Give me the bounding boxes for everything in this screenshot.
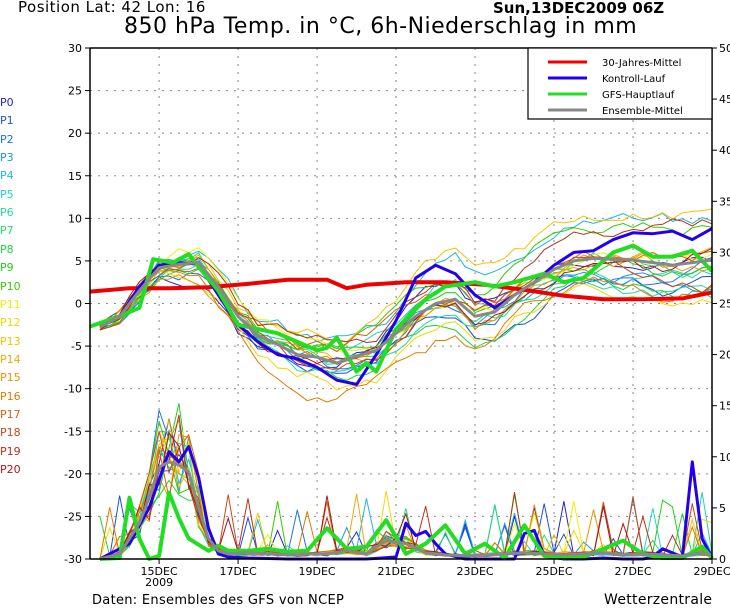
left-tick-label: 5 bbox=[75, 255, 82, 268]
member-label-p20: P20 bbox=[0, 463, 21, 476]
right-tick-label: 30 bbox=[719, 246, 730, 259]
chart-title: 850 hPa Temp. in °C, 6h-Niederschlag in … bbox=[124, 14, 638, 39]
left-tick-label: -30 bbox=[64, 553, 82, 566]
right-tick-label: 15 bbox=[719, 400, 730, 413]
left-tick-label: -25 bbox=[64, 510, 82, 523]
left-tick-label: 25 bbox=[68, 85, 82, 98]
member-temp-line-p16 bbox=[99, 270, 713, 403]
member-precip-line-p14 bbox=[99, 419, 713, 560]
x-tick-label: 23DEC bbox=[456, 565, 493, 578]
member-label-p0: P0 bbox=[0, 96, 14, 109]
left-tick-label: -5 bbox=[71, 340, 82, 353]
left-tick-label: 10 bbox=[68, 212, 82, 225]
brand-label: Wetterzentrale bbox=[604, 592, 713, 608]
left-tick-label: 30 bbox=[68, 42, 82, 55]
right-tick-label: 20 bbox=[719, 349, 730, 362]
member-label-p7: P7 bbox=[0, 224, 14, 238]
member-label-p10: P10 bbox=[0, 279, 21, 293]
temp-line-ensemble-mittel bbox=[99, 256, 713, 365]
legend-label-30-jahres-mittel: 30-Jahres-Mittel bbox=[602, 58, 681, 69]
left-tick-label: -15 bbox=[64, 425, 82, 438]
right-tick-label: 5 bbox=[719, 502, 726, 515]
member-label-p9: P9 bbox=[0, 261, 14, 275]
legend: 30-Jahres-Mittel Kontroll-Lauf GFS-Hauptla… bbox=[527, 47, 713, 120]
x-tick-label: 15DEC bbox=[141, 565, 178, 578]
temp-line-gfs-hauptlauf bbox=[89, 243, 714, 374]
member-label-p3: P3 bbox=[0, 151, 14, 165]
precip-line-gfs-hauptlauf bbox=[99, 490, 714, 561]
member-label-p6: P6 bbox=[0, 206, 14, 220]
member-label-p13: P13 bbox=[0, 334, 21, 348]
member-temp-line-p2 bbox=[99, 257, 713, 370]
right-tick-label: 10 bbox=[719, 451, 730, 464]
member-label-p19: P19 bbox=[0, 444, 21, 458]
member-label-p11: P11 bbox=[0, 297, 21, 311]
left-tick-label: 20 bbox=[68, 127, 82, 140]
x-tick-label: 27DEC bbox=[614, 565, 651, 578]
x-tick-label: 17DEC bbox=[220, 565, 257, 578]
legend-box bbox=[527, 47, 713, 120]
left-tick-label: 15 bbox=[68, 170, 82, 183]
left-tick-label: 0 bbox=[75, 298, 82, 311]
temp-line-30-jahres-mittel bbox=[89, 277, 713, 302]
x-tick-label: 19DEC bbox=[299, 565, 336, 578]
member-temp-line-p15 bbox=[99, 252, 713, 366]
left-tick-label: -10 bbox=[64, 383, 82, 396]
left-tick-label: -20 bbox=[64, 468, 82, 481]
run-datetime: Sun,13DEC2009 06Z bbox=[493, 0, 665, 17]
member-label-p15: P15 bbox=[0, 371, 21, 385]
right-tick-label: 25 bbox=[719, 298, 730, 311]
grid bbox=[90, 48, 712, 559]
position-label: Position Lat: 42 Lon: 16 bbox=[18, 0, 206, 16]
member-label-p17: P17 bbox=[0, 407, 21, 421]
legend-label-ensemble-mittel: Ensemble-Mittel bbox=[602, 106, 683, 117]
x-tick-label: 21DEC bbox=[378, 565, 415, 578]
right-tick-label: 0 bbox=[719, 553, 726, 566]
right-tick-label: 45 bbox=[719, 93, 730, 106]
precip-line-ensemble-mittel bbox=[99, 460, 713, 561]
x-tick-label: 25DEC bbox=[535, 565, 572, 578]
member-label-p2: P2 bbox=[0, 132, 14, 146]
legend-label-kontroll-lauf: Kontroll-Lauf bbox=[602, 74, 666, 85]
x-tick-sublabel: 2009 bbox=[145, 576, 173, 589]
x-tick-label: 29DEC bbox=[693, 565, 730, 578]
right-tick-label: 40 bbox=[719, 144, 730, 157]
data-source: Daten: Ensembles des GFS von NCEP bbox=[92, 593, 345, 608]
member-temp-line-p1 bbox=[99, 256, 713, 374]
member-temp-line-p5 bbox=[99, 256, 713, 352]
legend-label-gfs-hauptlauf: GFS-Hauptlauf bbox=[602, 90, 675, 101]
axes: 302520151050-5-10-15-20-25-3050454035302… bbox=[64, 42, 730, 589]
right-tick-label: 35 bbox=[719, 195, 730, 208]
member-label-p18: P18 bbox=[0, 426, 21, 440]
member-label-p8: P8 bbox=[0, 242, 14, 256]
right-tick-label: 50 bbox=[719, 42, 730, 55]
member-label-p14: P14 bbox=[0, 352, 21, 366]
member-label-p12: P12 bbox=[0, 316, 21, 330]
member-label-p1: P1 bbox=[0, 114, 14, 128]
member-label-p16: P16 bbox=[0, 389, 21, 403]
member-label-p5: P5 bbox=[0, 187, 14, 201]
ensemble-members bbox=[99, 208, 713, 560]
member-label-p4: P4 bbox=[0, 169, 14, 183]
